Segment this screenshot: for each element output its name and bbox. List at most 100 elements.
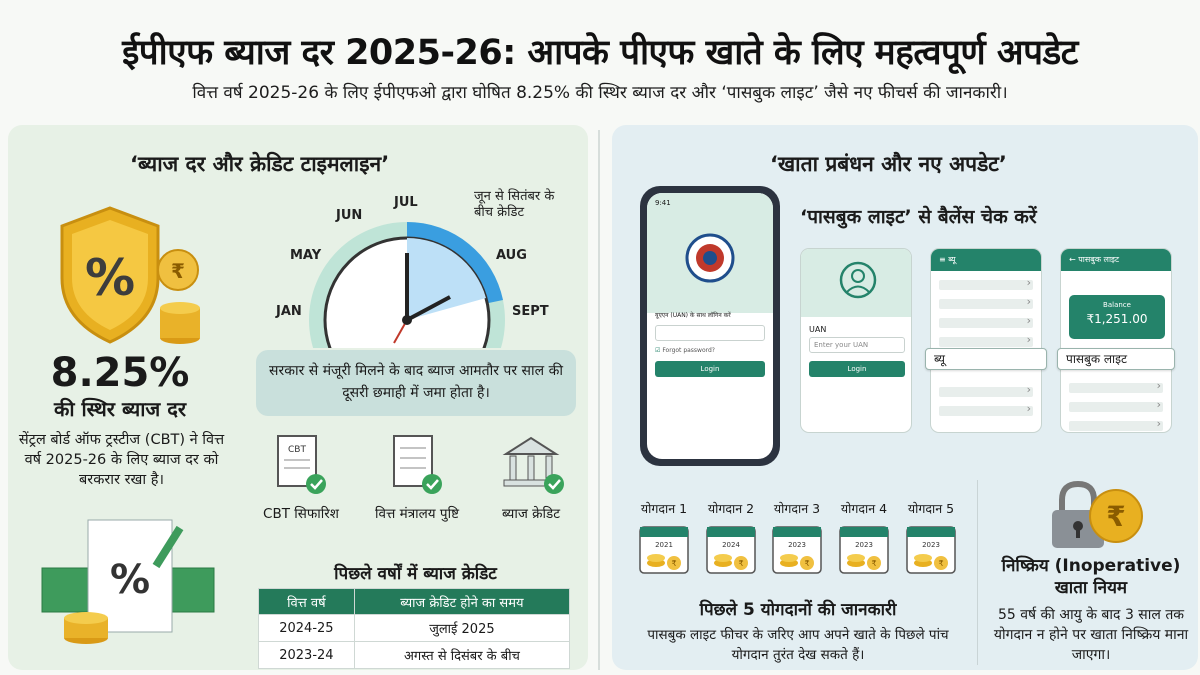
contribution-item: योगदान 4 2023 ₹ <box>834 500 894 582</box>
menu-item[interactable] <box>939 295 1033 309</box>
column-header: ब्याज क्रेडिट होने का समय <box>353 588 571 615</box>
menu-item[interactable] <box>939 276 1033 290</box>
step-label: ब्याज क्रेडिट <box>501 506 561 522</box>
table-cell: अगस्त से दिसंबर के बीच <box>353 641 571 669</box>
balance-label: Balance <box>1103 301 1131 309</box>
contributions-description: पासबुक लाइट फीचर के जरिए आप अपने खाते के… <box>647 627 949 663</box>
svg-text:₹: ₹ <box>938 559 943 568</box>
table-cell: 2024-25 <box>258 614 355 642</box>
svg-text:₹: ₹ <box>171 259 185 283</box>
calendar-year: 2021 <box>655 541 673 549</box>
calendar-year: 2024 <box>722 541 740 549</box>
user-avatar-icon <box>839 261 877 299</box>
contribution-item: योगदान 3 2023 ₹ <box>767 500 827 582</box>
menu-chip[interactable]: ब्यू <box>925 348 1047 370</box>
month-label: JUN <box>336 208 363 223</box>
phone-time: 9:41 <box>655 199 671 207</box>
calendar-coin-icon: 2024 ₹ <box>706 526 756 574</box>
svg-text:₹: ₹ <box>804 559 809 568</box>
shield-percent-icon: % ₹ <box>60 206 200 344</box>
table-header-row: वित्त वर्ष ब्याज क्रेडिट होने का समय <box>258 588 571 615</box>
table-row: 2024-25 जुलाई 2025 <box>258 614 571 642</box>
lock-coin-icon: ₹ <box>1052 480 1143 548</box>
contribution-label: योगदान 4 <box>840 501 888 516</box>
calendar-coin-icon: 2023 ₹ <box>906 526 956 574</box>
balance-amount: ₹1,251.00 <box>1086 312 1148 326</box>
table-row: 2023-24 अगस्त से दिसंबर के बीच <box>258 641 571 669</box>
passbook-screen-header: ← पासबुक लाइट <box>1061 249 1171 271</box>
menu-screen-title: ब्यू <box>948 255 956 264</box>
uan-input[interactable] <box>655 325 765 341</box>
menu-item[interactable] <box>1069 398 1163 412</box>
login-caption: यूएएन (UAN) के साथ लॉगिन करें <box>655 312 731 319</box>
uan-label: UAN <box>809 325 827 334</box>
bank-icon <box>502 436 564 494</box>
step-cbt-recommendation: CBT CBT सिफारिश <box>246 432 356 522</box>
menu-item[interactable] <box>939 333 1033 347</box>
forgot-password-label: Forgot password? <box>662 347 715 354</box>
cbt-doc-text: CBT <box>288 445 306 455</box>
calendar-coin-icon: 2021 ₹ <box>639 526 689 574</box>
contribution-item: योगदान 5 2023 ₹ <box>901 500 961 582</box>
step-interest-credit: ब्याज क्रेडिट <box>476 432 586 522</box>
contribution-label: योगदान 5 <box>907 501 955 516</box>
step-label: CBT सिफारिश <box>263 506 339 522</box>
menu-item[interactable] <box>939 402 1033 416</box>
table-cell: 2023-24 <box>258 641 355 669</box>
passbook-lite-chip[interactable]: पासबुक लाइट <box>1057 348 1175 370</box>
step-label: वित्त मंत्रालय पुष्टि <box>375 506 459 522</box>
calendar-coin-icon: 2023 ₹ <box>839 526 889 574</box>
svg-text:%: % <box>110 557 150 603</box>
section-divider <box>977 480 978 665</box>
svg-text:₹: ₹ <box>671 559 676 568</box>
calendar-coin-icon: 2023 ₹ <box>772 526 822 574</box>
panel-divider <box>598 130 600 670</box>
checkbox-icon[interactable]: ☑ <box>655 347 661 354</box>
svg-text:₹: ₹ <box>1106 500 1125 533</box>
menu-screen-header: ≡ ब्यू <box>931 249 1041 271</box>
interest-rate-value: 8.25% <box>50 350 190 396</box>
step-finance-ministry: वित्त मंत्रालय पुष्टि <box>362 432 472 522</box>
contribution-label: योगदान 2 <box>707 501 755 516</box>
epfo-logo-icon <box>685 233 735 283</box>
login-button[interactable]: Login <box>655 361 765 377</box>
menu-item[interactable] <box>939 383 1033 397</box>
menu-item[interactable] <box>1069 379 1163 393</box>
phone-screen: 9:41 यूएएन (UAN) के साथ लॉगिन करें ☑ For… <box>647 193 773 459</box>
money-percent-document-icon: % <box>41 519 215 644</box>
cbt-document-icon: CBT <box>277 435 326 494</box>
calendar-year: 2023 <box>855 541 873 549</box>
interest-rate-description: सेंट्रल बोर्ड ऑफ ट्रस्टीज (CBT) ने वित्त… <box>18 432 225 488</box>
page-subtitle: वित्त वर्ष 2025-26 के लिए ईपीएफओ द्वारा … <box>192 83 1008 103</box>
month-label: SEPT <box>512 304 549 319</box>
balance-card: Balance ₹1,251.00 <box>1069 295 1165 339</box>
forgot-password-link[interactable]: ☑ Forgot password? <box>655 347 715 354</box>
menu-screen-mockup: ≡ ब्यू <box>930 248 1042 433</box>
svg-text:₹: ₹ <box>738 559 743 568</box>
uan-input[interactable]: Enter your UAN <box>809 337 905 353</box>
finance-document-icon <box>393 435 442 494</box>
left-panel-title: ‘ब्याज दर और क्रेडिट टाइमलाइन’ <box>130 152 390 176</box>
page-header: ईपीएफ ब्याज दर 2025-26: आपके पीएफ खाते क… <box>0 0 1200 112</box>
contribution-label: योगदान 3 <box>773 501 821 516</box>
login-screen-header <box>801 249 911 317</box>
menu-item[interactable] <box>939 314 1033 328</box>
phone-mockup: 9:41 यूएएन (UAN) के साथ लॉगिन करें ☑ For… <box>640 186 780 466</box>
menu-item[interactable] <box>1069 417 1163 431</box>
passbook-screen-title: पासबुक लाइट <box>1078 255 1119 264</box>
credit-window-callout: जून से सितंबर के बीच क्रेडिट <box>474 189 555 220</box>
month-label: JUL <box>394 195 418 210</box>
contribution-item: योगदान 1 2021 ₹ <box>634 500 694 582</box>
month-label: MAY <box>290 248 322 263</box>
history-table: वित्त वर्ष ब्याज क्रेडिट होने का समय 202… <box>258 588 571 669</box>
credit-timeline-dial <box>309 221 505 348</box>
contribution-item: योगदान 2 2024 ₹ <box>701 500 761 582</box>
interest-rate-label: की स्थिर ब्याज दर <box>53 397 187 421</box>
calendar-year: 2023 <box>922 541 940 549</box>
inoperative-account-description: 55 वर्ष की आयु के बाद 3 साल तक योगदान न … <box>993 607 1189 663</box>
right-panel-title: ‘खाता प्रबंधन और नए अपडेट’ <box>770 152 1007 176</box>
passbook-screen-mockup: ← पासबुक लाइट Balance ₹1,251.00 <box>1060 248 1172 433</box>
login-screen-mockup: UAN Enter your UAN Login <box>800 248 912 433</box>
history-table-title: पिछले वर्षों में ब्याज क्रेडिट <box>334 564 497 584</box>
login-button[interactable]: Login <box>809 361 905 377</box>
